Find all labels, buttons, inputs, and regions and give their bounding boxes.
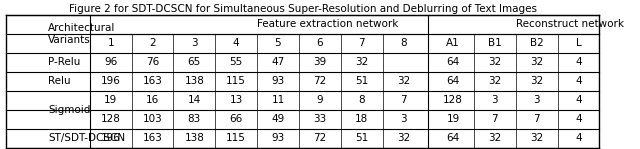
Text: 76: 76 bbox=[146, 57, 159, 67]
Text: 19: 19 bbox=[447, 114, 460, 124]
Text: 14: 14 bbox=[188, 95, 201, 105]
Text: 4: 4 bbox=[575, 95, 582, 105]
Text: Reconstruct network: Reconstruct network bbox=[516, 19, 624, 29]
Text: 33: 33 bbox=[313, 114, 326, 124]
Text: 32: 32 bbox=[488, 57, 502, 67]
Text: 1: 1 bbox=[108, 38, 114, 48]
Text: 7: 7 bbox=[533, 114, 540, 124]
Text: 83: 83 bbox=[188, 114, 201, 124]
Text: Architectural
Variants: Architectural Variants bbox=[48, 23, 115, 45]
Text: 6: 6 bbox=[317, 38, 323, 48]
Text: Sigmoid: Sigmoid bbox=[48, 105, 90, 115]
Text: 32: 32 bbox=[355, 57, 368, 67]
Text: 93: 93 bbox=[271, 76, 285, 86]
Text: 138: 138 bbox=[184, 133, 204, 143]
Text: 39: 39 bbox=[313, 57, 326, 67]
Text: 32: 32 bbox=[397, 76, 410, 86]
Text: Feature extraction network: Feature extraction network bbox=[257, 19, 399, 29]
Text: 3: 3 bbox=[191, 38, 198, 48]
Text: 18: 18 bbox=[355, 114, 368, 124]
Text: Figure 2 for SDT-DCSCN for Simultaneous Super-Resolution and Deblurring of Text : Figure 2 for SDT-DCSCN for Simultaneous … bbox=[68, 4, 537, 14]
Text: 32: 32 bbox=[488, 76, 502, 86]
Text: 196: 196 bbox=[100, 76, 120, 86]
Text: 72: 72 bbox=[313, 76, 326, 86]
Text: 7: 7 bbox=[492, 114, 498, 124]
Text: 55: 55 bbox=[230, 57, 243, 67]
Text: 32: 32 bbox=[397, 133, 410, 143]
Text: 64: 64 bbox=[447, 133, 460, 143]
Text: 4: 4 bbox=[575, 133, 582, 143]
Text: 3: 3 bbox=[492, 95, 498, 105]
Text: 163: 163 bbox=[143, 133, 163, 143]
Text: 64: 64 bbox=[447, 76, 460, 86]
Text: 2: 2 bbox=[149, 38, 156, 48]
Text: 9: 9 bbox=[317, 95, 323, 105]
Text: 4: 4 bbox=[575, 114, 582, 124]
Text: 13: 13 bbox=[230, 95, 243, 105]
Text: 128: 128 bbox=[443, 95, 463, 105]
Text: 3: 3 bbox=[533, 95, 540, 105]
Text: 49: 49 bbox=[271, 114, 285, 124]
Text: 4: 4 bbox=[575, 57, 582, 67]
Text: 51: 51 bbox=[355, 76, 368, 86]
Text: 51: 51 bbox=[355, 133, 368, 143]
Text: 115: 115 bbox=[226, 76, 246, 86]
Text: L: L bbox=[575, 38, 581, 48]
Text: 7: 7 bbox=[358, 38, 365, 48]
Text: ST/SDT-DCSCN: ST/SDT-DCSCN bbox=[48, 133, 125, 143]
Text: 8: 8 bbox=[358, 95, 365, 105]
Text: 64: 64 bbox=[447, 57, 460, 67]
Text: 19: 19 bbox=[104, 95, 117, 105]
Text: 7: 7 bbox=[400, 95, 407, 105]
Text: 32: 32 bbox=[530, 57, 543, 67]
Text: 5: 5 bbox=[275, 38, 282, 48]
Text: 32: 32 bbox=[530, 133, 543, 143]
Text: 11: 11 bbox=[271, 95, 285, 105]
Text: 96: 96 bbox=[104, 57, 117, 67]
Text: 8: 8 bbox=[400, 38, 407, 48]
Text: B2: B2 bbox=[530, 38, 543, 48]
Text: 103: 103 bbox=[143, 114, 163, 124]
Text: A1: A1 bbox=[446, 38, 460, 48]
Text: 65: 65 bbox=[188, 57, 201, 67]
Text: 66: 66 bbox=[230, 114, 243, 124]
Text: 93: 93 bbox=[271, 133, 285, 143]
Text: 32: 32 bbox=[488, 133, 502, 143]
Text: 138: 138 bbox=[184, 76, 204, 86]
Text: 16: 16 bbox=[146, 95, 159, 105]
Text: 3: 3 bbox=[400, 114, 407, 124]
Text: 115: 115 bbox=[226, 133, 246, 143]
Text: 163: 163 bbox=[143, 76, 163, 86]
Text: 47: 47 bbox=[271, 57, 285, 67]
Text: P-Relu: P-Relu bbox=[48, 57, 80, 67]
Text: 32: 32 bbox=[530, 76, 543, 86]
Text: 4: 4 bbox=[575, 76, 582, 86]
Text: Relu: Relu bbox=[48, 76, 70, 86]
Text: B1: B1 bbox=[488, 38, 502, 48]
Text: 4: 4 bbox=[233, 38, 239, 48]
Text: 72: 72 bbox=[313, 133, 326, 143]
Text: 196: 196 bbox=[100, 133, 120, 143]
Text: 128: 128 bbox=[100, 114, 120, 124]
